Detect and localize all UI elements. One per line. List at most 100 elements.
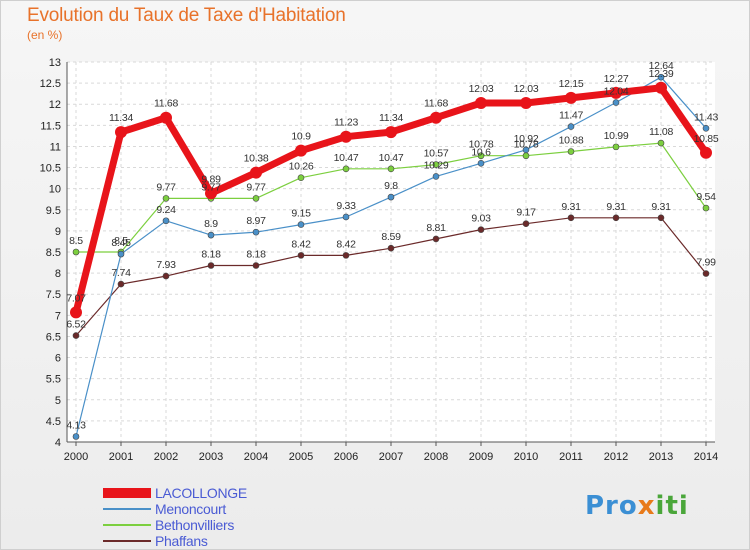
data-point bbox=[477, 152, 485, 160]
data-label: 12.03 bbox=[469, 83, 494, 95]
legend-label: Bethonvilliers bbox=[155, 517, 235, 533]
data-point bbox=[387, 165, 395, 173]
data-point bbox=[477, 160, 485, 167]
data-point bbox=[252, 262, 260, 269]
data-point bbox=[162, 195, 170, 202]
y-tick-label: 10 bbox=[49, 184, 61, 196]
y-tick-label: 5.5 bbox=[46, 374, 61, 386]
axes: 44.555.566.577.588.599.51010.51111.51212… bbox=[40, 57, 719, 463]
data-label: 8.18 bbox=[201, 249, 221, 261]
data-point bbox=[432, 161, 440, 168]
y-tick-label: 7.5 bbox=[46, 289, 61, 301]
data-label: 10.6 bbox=[471, 146, 491, 158]
data-label: 10.9 bbox=[291, 131, 311, 143]
data-point bbox=[72, 332, 80, 339]
data-label: 10.29 bbox=[424, 159, 449, 171]
data-point bbox=[160, 111, 172, 124]
data-label: 8.5 bbox=[69, 235, 83, 247]
data-point bbox=[297, 252, 305, 259]
data-point bbox=[162, 217, 170, 225]
data-label: 8.5 bbox=[114, 235, 128, 247]
data-point bbox=[612, 143, 620, 151]
data-point bbox=[342, 165, 350, 173]
data-label: 10.26 bbox=[289, 161, 314, 173]
data-point bbox=[432, 235, 440, 243]
data-label: 10.99 bbox=[604, 130, 629, 142]
data-point bbox=[342, 252, 350, 259]
y-tick-label: 5 bbox=[55, 395, 61, 407]
data-label: 8.9 bbox=[204, 218, 218, 230]
data-label: 11.08 bbox=[649, 126, 673, 138]
data-point bbox=[162, 272, 170, 280]
data-point bbox=[702, 204, 710, 212]
legend-swatch bbox=[103, 508, 151, 510]
x-tick-label: 2005 bbox=[289, 451, 313, 463]
x-tick-label: 2004 bbox=[244, 451, 268, 463]
data-point bbox=[117, 250, 125, 258]
data-label: 10.85 bbox=[694, 133, 719, 145]
data-point bbox=[207, 262, 215, 269]
logo-part: iti bbox=[655, 491, 689, 521]
data-label: 10.88 bbox=[559, 135, 584, 147]
data-label: 10.78 bbox=[469, 139, 494, 151]
data-label: 8.45 bbox=[111, 237, 131, 249]
data-label: 12.03 bbox=[514, 83, 539, 95]
data-point bbox=[657, 214, 665, 222]
y-tick-label: 8.5 bbox=[46, 247, 61, 259]
data-label: 7.93 bbox=[156, 259, 176, 271]
data-label: 8.42 bbox=[336, 238, 356, 250]
series-lines bbox=[70, 73, 712, 440]
data-label: 10.92 bbox=[514, 133, 539, 145]
x-tick-label: 2013 bbox=[649, 451, 673, 463]
data-point bbox=[70, 306, 82, 319]
data-label: 8.59 bbox=[381, 231, 401, 243]
proxiti-logo: Proxiti bbox=[585, 491, 689, 521]
data-label: 11.34 bbox=[109, 112, 133, 124]
data-label: 4.13 bbox=[66, 420, 86, 432]
data-label: 12.15 bbox=[559, 78, 584, 90]
data-point bbox=[522, 152, 530, 160]
data-label: 6.52 bbox=[66, 319, 86, 331]
data-point bbox=[342, 213, 350, 221]
data-label: 12.39 bbox=[649, 68, 674, 80]
x-tick-label: 2006 bbox=[334, 451, 358, 463]
data-label: 7.99 bbox=[696, 257, 716, 269]
data-point bbox=[72, 433, 80, 440]
data-label: 7.74 bbox=[111, 267, 131, 279]
data-label: 10.47 bbox=[379, 152, 404, 164]
data-point bbox=[295, 144, 307, 157]
data-point bbox=[117, 280, 125, 288]
data-label: 11.47 bbox=[559, 110, 583, 122]
data-label: 9.31 bbox=[561, 201, 581, 213]
y-tick-label: 11 bbox=[50, 141, 61, 153]
data-point bbox=[567, 123, 575, 130]
data-label: 9.24 bbox=[156, 204, 176, 216]
data-label: 9.77 bbox=[156, 181, 176, 193]
data-labels: 7.07 11.34 11.68 9.89 10.38 10.9 11.23 11.34 11.… bbox=[66, 60, 719, 432]
chart-title: Evolution du Taux de Taxe d'Habitation bbox=[27, 5, 346, 26]
x-tick-label: 2010 bbox=[514, 451, 538, 463]
data-point bbox=[205, 187, 217, 200]
y-tick-label: 12 bbox=[49, 99, 61, 111]
data-point bbox=[522, 220, 530, 228]
data-label: 10.38 bbox=[244, 153, 269, 165]
y-tick-label: 6.5 bbox=[46, 331, 61, 343]
data-point bbox=[612, 99, 620, 106]
data-point bbox=[657, 73, 665, 81]
data-label: 7.07 bbox=[66, 292, 86, 304]
data-point bbox=[387, 193, 395, 201]
data-point bbox=[702, 270, 710, 277]
data-label: 10.78 bbox=[514, 139, 539, 151]
data-point bbox=[115, 126, 127, 139]
data-label: 9.89 bbox=[201, 173, 221, 185]
x-tick-label: 2012 bbox=[604, 451, 628, 463]
data-label: 9.8 bbox=[384, 180, 398, 192]
data-point bbox=[657, 139, 665, 147]
chart-subtitle: (en %) bbox=[27, 28, 63, 42]
data-point bbox=[297, 221, 305, 228]
data-label: 8.81 bbox=[426, 222, 446, 234]
data-label: 10.47 bbox=[334, 152, 359, 164]
data-point bbox=[702, 124, 710, 132]
